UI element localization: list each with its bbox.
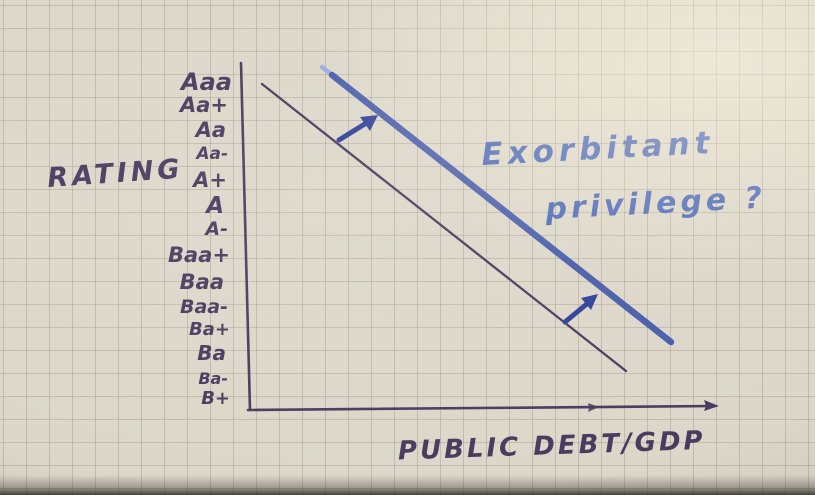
- y-axis-title: RATING: [46, 154, 184, 194]
- annotation-exorbitant: Exorbitant: [481, 125, 716, 173]
- y-axis-tick-labels: Aaa Aa+ Aa Aa- A+ A A- Baa+ Baa Baa- Ba+…: [168, 68, 232, 409]
- baseline-line: [260, 82, 628, 373]
- rating-label: Ba: [197, 341, 226, 365]
- x-axis: [246, 404, 716, 412]
- rating-label: Aaa: [179, 68, 232, 96]
- x-axis-arrowhead-icon: [704, 400, 719, 411]
- rating-label: Ba+: [189, 319, 230, 340]
- arrow-annotation-lower-icon: [562, 294, 598, 325]
- rating-label: A-: [203, 218, 228, 240]
- arrow-annotation-upper-icon: [336, 115, 378, 143]
- rating-label: Baa+: [168, 243, 230, 267]
- rating-label: Ba-: [198, 369, 228, 388]
- x-axis-title: PUBLIC DEBT/GDP: [397, 426, 706, 467]
- rating-label: B+: [201, 388, 230, 409]
- rating-label: Aa+: [178, 93, 228, 117]
- rating-label: A+: [191, 168, 227, 192]
- y-axis: [239, 61, 252, 412]
- x-axis-mid-arrowhead-icon: [588, 403, 599, 412]
- annotation-privilege: privilege ?: [544, 180, 767, 227]
- rating-label: Baa-: [180, 296, 228, 318]
- rating-label: Aa: [194, 118, 226, 142]
- rating-label: A: [204, 193, 224, 219]
- rating-label: Baa: [180, 270, 224, 294]
- rating-label: Aa-: [194, 144, 228, 164]
